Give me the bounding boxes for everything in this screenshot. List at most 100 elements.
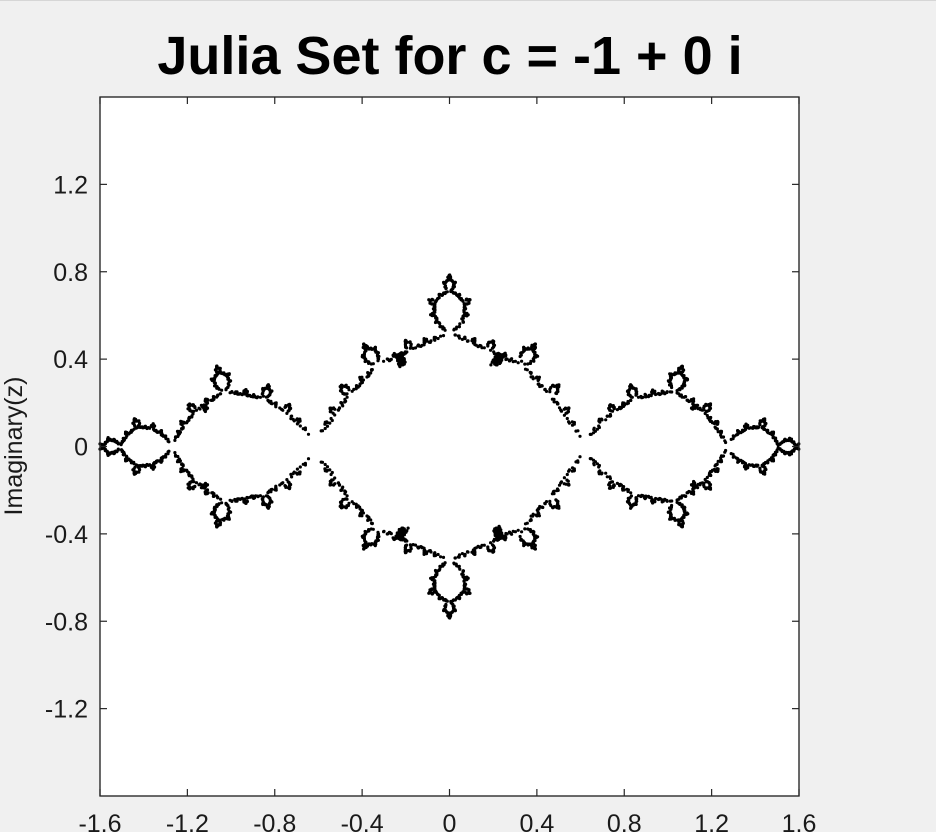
julia-point — [566, 409, 571, 413]
julia-point — [323, 426, 327, 431]
julia-point — [555, 384, 559, 388]
julia-point — [567, 469, 571, 473]
julia-point — [504, 354, 508, 358]
x-tick-label: 0 — [443, 810, 457, 832]
julia-point — [626, 399, 630, 404]
julia-point — [438, 565, 442, 569]
julia-point — [516, 528, 520, 532]
julia-point — [134, 470, 138, 474]
julia-point — [429, 339, 433, 343]
julia-point — [632, 502, 636, 506]
julia-point — [684, 395, 688, 399]
julia-point — [536, 535, 540, 539]
julia-point — [330, 418, 334, 423]
julia-point — [343, 384, 347, 388]
julia-point — [278, 483, 282, 487]
julia-point — [578, 455, 582, 459]
julia-point — [471, 337, 476, 342]
julia-point — [757, 425, 761, 429]
julia-point — [452, 606, 456, 611]
julia-point — [712, 467, 717, 472]
julia-point — [218, 368, 222, 372]
julia-point — [261, 498, 265, 502]
julia-point — [238, 497, 242, 501]
julia-point — [458, 296, 462, 300]
julia-point — [375, 353, 380, 357]
julia-point — [533, 342, 537, 346]
julia-point — [434, 299, 438, 303]
julia-point — [708, 470, 713, 474]
julia-point — [433, 579, 437, 583]
julia-point — [599, 417, 604, 421]
julia-point — [505, 532, 509, 536]
julia-point — [433, 335, 438, 340]
julia-point — [646, 494, 651, 498]
julia-point — [670, 373, 674, 377]
julia-point — [530, 546, 534, 550]
julia-point — [556, 387, 560, 391]
julia-point — [361, 511, 365, 515]
julia-point — [354, 387, 358, 391]
julia-point — [132, 420, 136, 424]
julia-point — [179, 422, 183, 426]
julia-point — [188, 408, 192, 412]
julia-point — [284, 405, 288, 409]
julia-point — [634, 387, 638, 391]
julia-point — [325, 424, 330, 428]
julia-point — [509, 531, 513, 535]
julia-point — [291, 417, 295, 421]
julia-point — [696, 482, 700, 486]
julia-point — [433, 581, 437, 585]
julia-point — [341, 404, 345, 408]
julia-point — [267, 502, 272, 506]
julia-point — [186, 403, 190, 407]
julia-point — [323, 462, 327, 467]
julia-point — [572, 469, 576, 473]
julia-point — [588, 432, 592, 436]
julia-point — [516, 361, 520, 365]
julia-point — [444, 604, 448, 608]
julia-point — [436, 336, 440, 341]
julia-point — [708, 419, 713, 423]
julia-point — [343, 400, 347, 404]
julia-point — [114, 440, 118, 444]
julia-point — [382, 529, 386, 534]
julia-point — [476, 345, 480, 349]
julia-point — [544, 500, 549, 504]
julia-point — [439, 334, 443, 338]
julia-point — [528, 519, 532, 523]
julia-point — [226, 512, 230, 516]
julia-point — [736, 431, 740, 435]
julia-point — [391, 354, 396, 358]
julia-point — [366, 374, 370, 378]
julia-point — [736, 458, 740, 462]
julia-point — [347, 501, 351, 505]
julia-point — [462, 587, 466, 591]
julia-point — [675, 498, 679, 502]
x-tick-label: 1.2 — [694, 810, 729, 832]
julia-point — [489, 549, 493, 553]
julia-point — [461, 320, 465, 324]
julia-point — [360, 375, 364, 379]
julia-point — [760, 463, 764, 467]
julia-point — [687, 489, 691, 494]
julia-point — [532, 542, 536, 546]
julia-point — [325, 465, 330, 469]
julia-point — [211, 398, 215, 402]
julia-point — [287, 483, 292, 487]
julia-point — [457, 336, 462, 340]
julia-point — [216, 394, 220, 398]
julia-point — [244, 388, 248, 392]
julia-point — [668, 499, 672, 503]
julia-point — [189, 480, 193, 484]
julia-point — [362, 353, 366, 357]
julia-point — [486, 342, 490, 346]
julia-point — [551, 506, 555, 510]
julia-point — [290, 475, 294, 479]
julia-point — [528, 542, 532, 547]
julia-point — [471, 548, 475, 552]
julia-point — [443, 328, 447, 332]
julia-point — [462, 310, 466, 314]
julia-point — [716, 430, 720, 434]
julia-point — [176, 454, 180, 459]
